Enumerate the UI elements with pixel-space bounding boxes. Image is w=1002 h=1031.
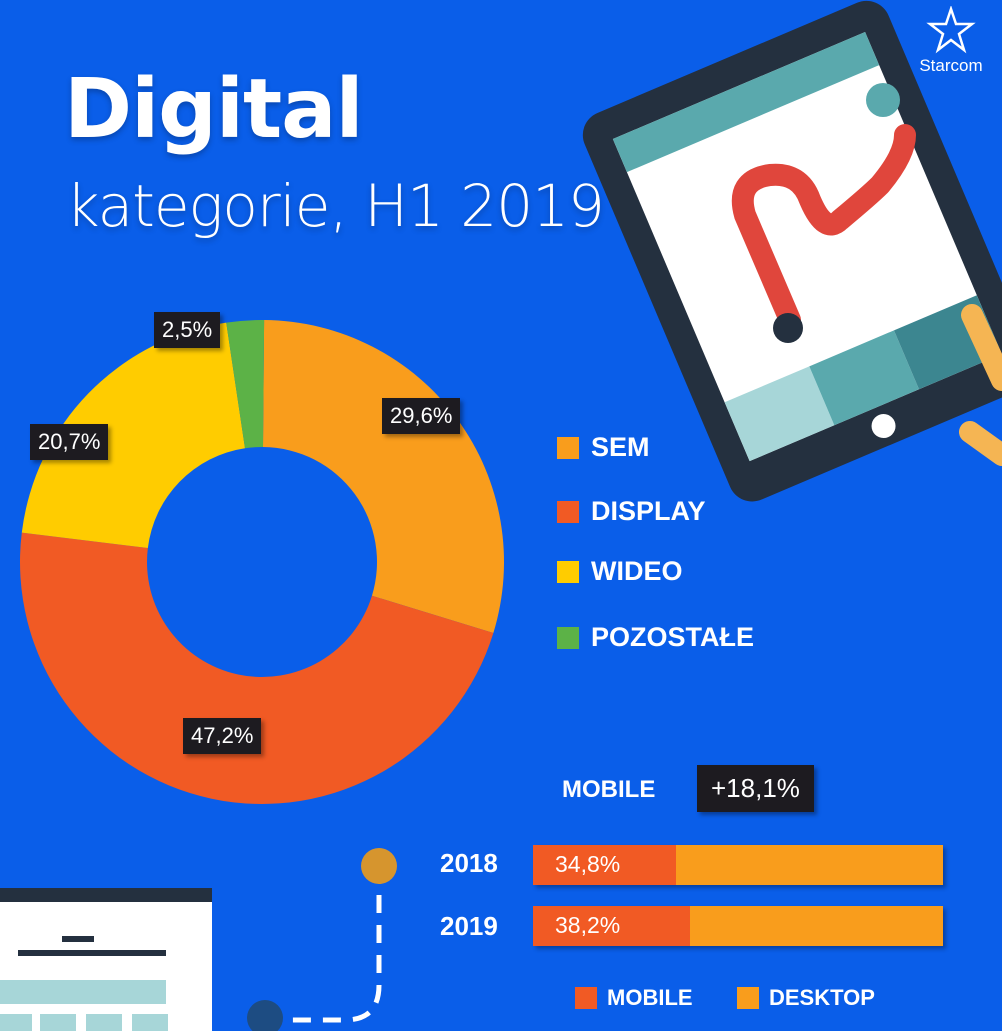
mobile-growth-value: +18,1% [697, 765, 814, 812]
legend-item-display: DISPLAY [557, 496, 706, 527]
bar-legend-desktop: DESKTOP [737, 985, 875, 1011]
bar-category-2018: 2018 [440, 848, 498, 878]
page-subtitle: kategorie, H1 2019 [66, 172, 605, 240]
browser-illustration [0, 888, 212, 1031]
legend-swatch-sem [557, 436, 579, 459]
legend-item-sem: SEM [557, 432, 650, 463]
bar-2019: 38,2% [533, 906, 943, 946]
timeline-connector [247, 848, 397, 1031]
legend-item-wideo: WIDEO [557, 556, 683, 587]
bar-2019-mobile-value: 38,2% [555, 912, 621, 938]
bar-legend-label-mobile: MOBILE [607, 985, 693, 1010]
legend-item-pozostale: POZOSTAŁE [557, 622, 754, 653]
donut-slice-display [19, 532, 494, 804]
bar-legend-label-desktop: DESKTOP [769, 985, 875, 1010]
bar-2019-mobile [533, 906, 690, 946]
bar-2018-mobile [533, 845, 676, 885]
donut-label-wideo: 20,7% [30, 424, 109, 460]
donut-label-pozostale: 2,5% [154, 312, 221, 348]
bar-legend-swatch-mobile [575, 987, 597, 1009]
logo-text: Starcom [919, 56, 983, 75]
donut-label-display: 47,2% [183, 718, 262, 754]
donut-chart [19, 320, 505, 804]
legend-label-sem: SEM [591, 432, 650, 462]
donut-slice-wideo [21, 322, 246, 549]
legend-swatch-display [557, 500, 579, 523]
bar-category-2019: 2019 [440, 911, 498, 941]
legend-label-pozostale: POZOSTAŁE [591, 622, 755, 652]
bar-2018: 34,8% [533, 845, 943, 885]
starcom-logo: Starcom [906, 5, 996, 76]
legend-label-wideo: WIDEO [591, 556, 683, 586]
star-burst-icon [926, 5, 976, 54]
donut-slice-pozostale [226, 320, 265, 449]
bar-legend-mobile: MOBILE [575, 985, 693, 1011]
bar-2018-mobile-value: 34,8% [555, 851, 621, 877]
legend-swatch-pozostale [557, 626, 579, 649]
mobile-growth-label: MOBILE [562, 776, 656, 803]
bar-legend-swatch-desktop [737, 987, 759, 1009]
donut-slice-sem [263, 320, 505, 633]
legend-label-display: DISPLAY [591, 496, 706, 526]
legend-swatch-wideo [557, 560, 579, 583]
tablet-illustration [582, 0, 1002, 502]
page-title: Digital [64, 62, 364, 157]
donut-label-sem: 29,6% [382, 398, 461, 434]
